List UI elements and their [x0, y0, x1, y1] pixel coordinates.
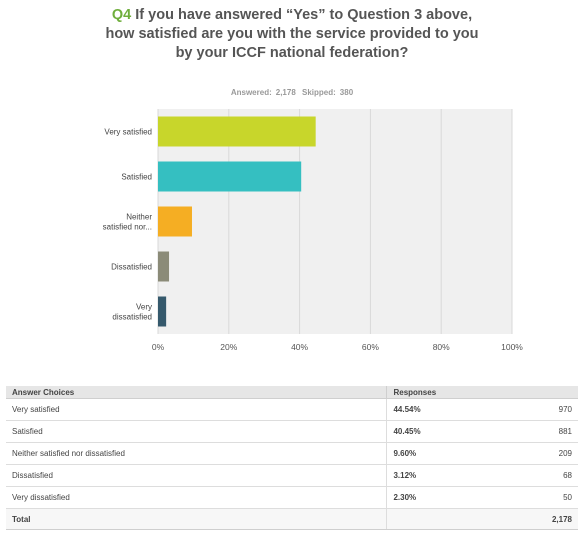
- answer-choice: Dissatisfied: [6, 464, 387, 487]
- category-label: Dissatisfied: [111, 263, 152, 272]
- x-tick-label: 0%: [152, 342, 165, 352]
- answer-choices-header: Answer Choices: [6, 386, 387, 399]
- table-row: Dissatisfied 3.12% 68: [6, 464, 578, 487]
- question-number: Q4: [111, 7, 132, 23]
- total-label: Total: [6, 508, 387, 530]
- bar-4: [158, 296, 167, 327]
- table-row: Very satisfied 44.54% 970: [6, 398, 578, 421]
- response-count: 970: [477, 398, 578, 421]
- response-percent: 9.60%: [386, 442, 478, 465]
- category-label: satisfied nor...: [103, 223, 152, 232]
- table-row: Very dissatisfied 2.30% 50: [6, 486, 578, 509]
- response-count: 50: [477, 486, 578, 509]
- question-title: Q4 If you have answered “Yes” to Questio…: [100, 6, 484, 63]
- x-tick-label: 100%: [501, 342, 523, 352]
- answer-choice: Neither satisfied nor dissatisfied: [6, 442, 387, 465]
- answered-count: 2,178: [275, 88, 296, 97]
- response-count: 68: [477, 464, 578, 487]
- table-row: Neither satisfied nor dissatisfied 9.60% 2…: [6, 442, 578, 465]
- x-tick-label: 60%: [362, 342, 379, 352]
- response-percent: 44.54%: [386, 398, 478, 421]
- table-row: Satisfied 40.45% 881: [6, 420, 578, 443]
- category-label: Very satisfied: [104, 128, 152, 137]
- response-count: 209: [477, 442, 578, 465]
- response-percent: 3.12%: [386, 464, 478, 487]
- x-tick-label: 40%: [291, 342, 308, 352]
- total-count: 2,178: [477, 508, 578, 530]
- bar-2: [158, 206, 192, 237]
- response-count: 881: [477, 420, 578, 443]
- response-summary: Answered: 2,178 Skipped: 380: [0, 88, 584, 97]
- skipped-count: 380: [339, 88, 354, 97]
- x-tick-label: 80%: [433, 342, 450, 352]
- table-header-row: Answer Choices Responses: [6, 386, 578, 399]
- category-label: Neither: [126, 213, 152, 222]
- answer-choice: Very dissatisfied: [6, 486, 387, 509]
- total-spacer: [386, 508, 478, 530]
- answer-choice: Very satisfied: [6, 398, 387, 421]
- response-percent: 40.45%: [386, 420, 478, 443]
- total-row: Total 2,178: [6, 508, 578, 530]
- answered-label: Answered:: [230, 88, 272, 97]
- question-text: If you have answered “Yes” to Question 3…: [105, 7, 479, 61]
- answer-choice: Satisfied: [6, 420, 387, 443]
- category-label: Satisfied: [121, 173, 152, 182]
- response-percent: 2.30%: [386, 486, 478, 509]
- bar-3: [158, 251, 170, 282]
- skipped-label: Skipped:: [302, 88, 336, 97]
- x-tick-label: 20%: [220, 342, 237, 352]
- category-label: dissatisfied: [112, 313, 152, 322]
- bar-0: [158, 116, 316, 147]
- bar-1: [158, 161, 302, 192]
- bar-chart: 0% 20% 40% 60% 80% 100% Very satisfied Satisfie…: [103, 109, 523, 352]
- responses-header: Responses: [386, 386, 578, 399]
- results-table: Answer Choices Responses Very satisfied 4…: [6, 386, 578, 530]
- category-label: Very: [136, 303, 152, 312]
